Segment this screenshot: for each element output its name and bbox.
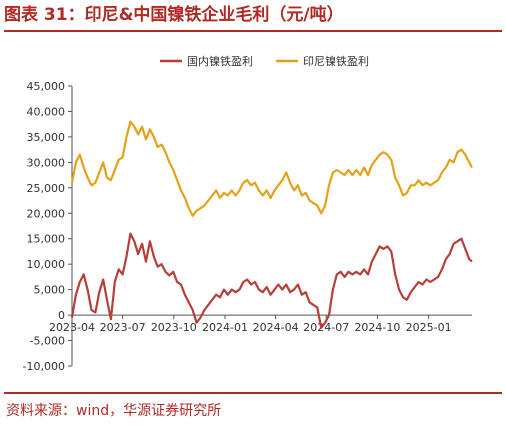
x-tick-label: 2024-10: [354, 321, 400, 334]
y-tick-label: 35,000: [27, 131, 66, 144]
x-tick-label: 2025-01: [406, 321, 452, 334]
title-divider: [4, 30, 502, 32]
chart-container: -10,000 -5,000 0 5,000 10,000 15,000 20,000 25,…: [0, 36, 506, 390]
y-tick-label: -5,000: [30, 335, 65, 348]
source-note: 资料来源：wind，华源证券研究所: [6, 403, 222, 419]
series-line-1: [70, 232, 473, 329]
y-tick-label: 20,000: [27, 207, 66, 220]
y-tick-label: 25,000: [27, 182, 66, 195]
x-tick-label: 2024-04: [253, 321, 299, 334]
x-tick-label: 2023-04: [49, 321, 95, 334]
y-tick-label: 45,000: [27, 80, 66, 93]
y-tick-label: 0: [58, 309, 65, 322]
series-line-2: [70, 120, 473, 217]
page-title: 图表 31：印尼&中国镍铁企业毛利（元/吨）: [4, 5, 344, 25]
y-tick-label: 30,000: [27, 156, 66, 169]
x-tick-label: 2023-07: [100, 321, 146, 334]
legend-label-2: 印尼镍铁盈利: [303, 54, 369, 68]
x-tick-label: 2023-10: [151, 321, 197, 334]
y-tick-label: 5,000: [34, 284, 66, 297]
y-tick-label: 10,000: [27, 258, 66, 271]
y-tick-label: -10,000: [23, 360, 65, 373]
chart-svg: -10,000 -5,000 0 5,000 10,000 15,000 20,000 25,…: [23, 54, 473, 373]
x-tick-label: 2024-01: [202, 321, 248, 334]
y-tick-label: 40,000: [27, 105, 66, 118]
footer-divider: [4, 392, 502, 394]
legend-label-1: 国内镍铁盈利: [187, 54, 253, 68]
y-tick-label: 15,000: [27, 233, 66, 246]
x-tick-label: 2024-07: [303, 321, 349, 334]
